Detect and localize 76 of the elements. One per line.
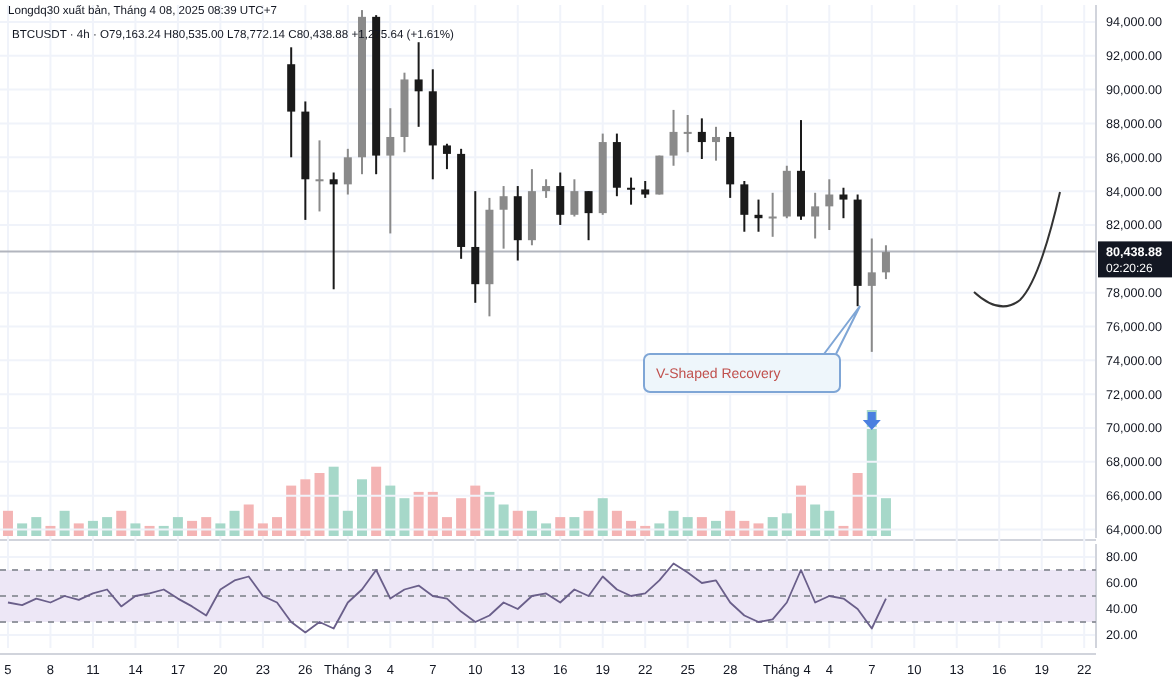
bar	[371, 466, 382, 536]
bar	[810, 504, 821, 536]
bar	[272, 517, 283, 536]
bar	[696, 517, 707, 536]
candlestick	[343, 147, 352, 196]
bar	[427, 491, 438, 536]
bar	[300, 479, 311, 536]
candlestick	[315, 139, 324, 213]
candlestick	[796, 119, 805, 221]
bar	[880, 498, 891, 536]
candlestick	[570, 178, 579, 218]
candlestick	[839, 186, 848, 220]
candlestick	[471, 190, 480, 304]
line-series	[7, 562, 887, 634]
bar	[484, 491, 495, 536]
bar	[498, 504, 509, 536]
bar	[569, 517, 580, 536]
bar	[795, 485, 806, 536]
candlestick	[386, 107, 395, 235]
bar	[286, 485, 297, 536]
candlestick	[726, 130, 735, 199]
candlestick	[697, 117, 706, 160]
candlestick	[513, 185, 522, 262]
bar	[172, 517, 183, 536]
candlestick	[683, 113, 692, 154]
bar	[399, 498, 410, 536]
bar	[583, 510, 594, 536]
bar	[682, 517, 693, 536]
candlestick	[287, 46, 296, 159]
candlestick	[542, 178, 551, 199]
candlestick	[556, 171, 565, 226]
candlestick	[442, 142, 451, 171]
bar	[328, 466, 339, 536]
bar	[356, 479, 367, 536]
bar	[441, 517, 452, 536]
bar	[767, 517, 778, 536]
candlestick	[655, 154, 664, 196]
bar	[725, 510, 736, 536]
candlestick	[669, 108, 678, 167]
bar	[512, 510, 523, 536]
bar	[611, 510, 622, 536]
bar	[824, 510, 835, 536]
candlestick	[881, 244, 890, 281]
bar	[102, 517, 113, 536]
candlestick	[740, 179, 749, 233]
candlestick	[627, 176, 636, 206]
candlestick	[811, 191, 820, 240]
candlestick	[414, 41, 423, 128]
candlestick	[584, 190, 593, 242]
bar	[413, 491, 424, 536]
bar	[456, 498, 467, 536]
bar	[116, 510, 127, 536]
bar	[668, 510, 679, 536]
bar	[385, 485, 396, 536]
candlestick	[768, 191, 777, 238]
bar	[243, 504, 254, 536]
candlestick	[329, 171, 338, 291]
candlestick	[782, 164, 791, 220]
bar	[470, 485, 481, 536]
bar	[852, 473, 863, 536]
bar	[781, 513, 792, 536]
candlestick	[499, 185, 508, 250]
candlestick	[825, 178, 834, 232]
bar	[314, 473, 325, 536]
bar	[342, 510, 353, 536]
bar	[526, 510, 537, 536]
bar	[2, 510, 13, 536]
bar	[555, 517, 566, 536]
candlestick	[612, 132, 621, 198]
bar	[229, 510, 240, 536]
bar	[201, 517, 212, 536]
bar	[59, 510, 70, 536]
candlestick	[867, 237, 876, 353]
bar	[31, 517, 42, 536]
bar	[597, 498, 608, 536]
candlestick	[712, 125, 721, 162]
